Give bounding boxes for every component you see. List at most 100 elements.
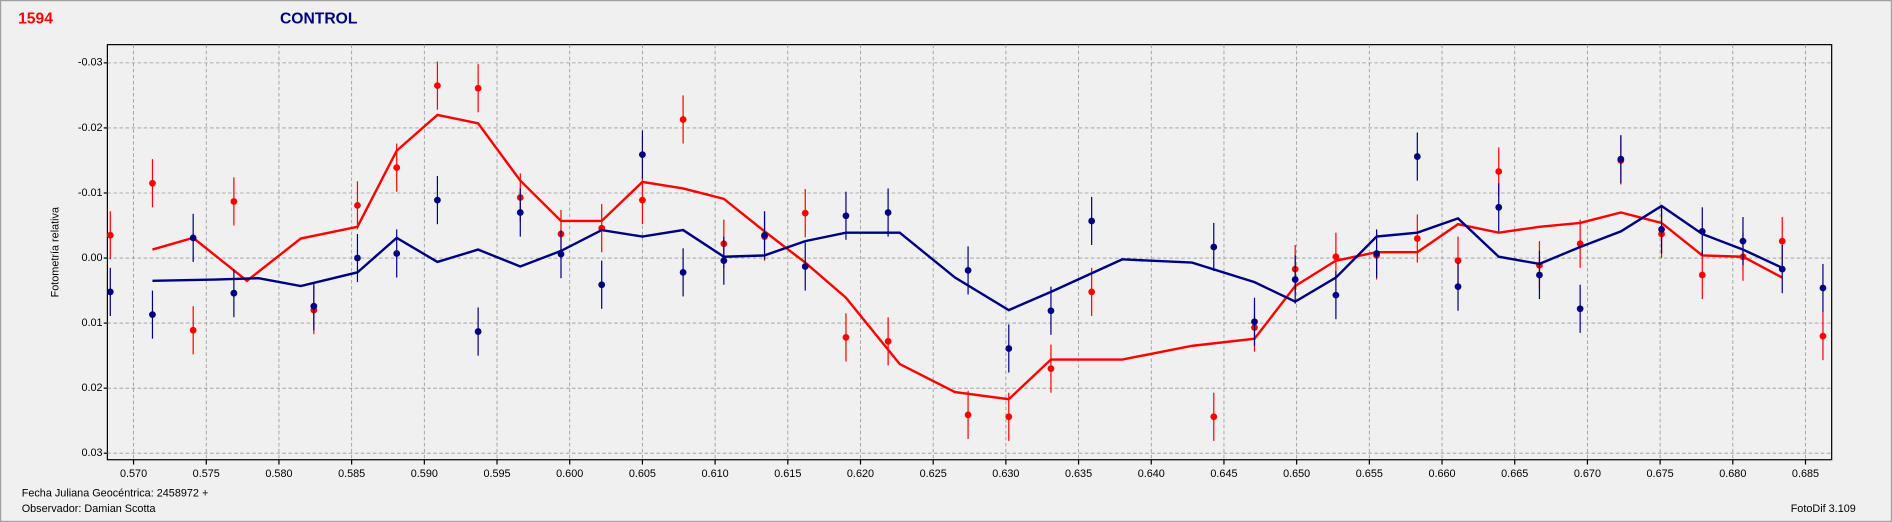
- data-point: [1739, 237, 1747, 245]
- data-point: [639, 151, 646, 158]
- data-point: [354, 254, 361, 262]
- data-point: [964, 411, 972, 419]
- data-point: [1251, 318, 1258, 326]
- x-tick-label: 0.600: [556, 468, 583, 480]
- data-point: [842, 212, 850, 220]
- data-point: [801, 209, 809, 217]
- series-title: CONTROL: [280, 10, 358, 27]
- y-tick-label: 0.00: [81, 252, 102, 264]
- x-tick-label: 0.590: [411, 468, 438, 480]
- data-point: [720, 257, 728, 265]
- data-point: [106, 231, 114, 239]
- data-point: [1819, 284, 1827, 292]
- data-point: [393, 164, 401, 171]
- y-axis-label: Fotometría relativa: [49, 206, 61, 297]
- x-tick-label: 0.635: [1065, 468, 1092, 480]
- data-point: [679, 116, 687, 123]
- x-tick-label: 0.630: [992, 468, 1019, 480]
- data-point: [761, 231, 768, 239]
- x-tick-label: 0.665: [1501, 468, 1528, 480]
- x-tick-label: 0.595: [483, 468, 510, 480]
- data-point: [1005, 345, 1013, 352]
- x-tick-label: 0.645: [1210, 468, 1237, 480]
- data-point: [230, 289, 238, 297]
- x-tick-label: 0.580: [265, 468, 292, 480]
- data-point: [1576, 305, 1584, 313]
- data-point: [1210, 413, 1218, 421]
- data-point: [1698, 271, 1706, 279]
- data-point: [230, 198, 238, 205]
- plot-area: [106, 44, 1833, 461]
- data-point: [1778, 237, 1786, 245]
- data-point: [557, 250, 565, 258]
- trend-line: [152, 113, 1783, 401]
- data-point: [310, 302, 318, 310]
- data-point: [1617, 155, 1625, 163]
- data-point: [884, 337, 892, 345]
- data-point: [474, 328, 482, 335]
- x-tick-label: 0.655: [1356, 468, 1383, 480]
- x-tick-label: 0.680: [1719, 468, 1746, 480]
- y-tick-label: 0.01: [81, 317, 102, 329]
- data-point: [598, 281, 606, 289]
- data-point: [1291, 276, 1299, 283]
- data-point: [393, 250, 401, 257]
- data-point: [1210, 243, 1218, 251]
- x-tick-label: 0.620: [847, 468, 874, 480]
- data-point: [106, 288, 114, 296]
- y-tick-label: -0.03: [78, 57, 103, 69]
- data-point: [801, 263, 809, 270]
- data-point: [1332, 253, 1340, 261]
- data-point: [434, 196, 441, 204]
- data-point: [639, 196, 646, 204]
- footer-text: Observador: Damian Scotta: [22, 503, 157, 515]
- x-tick-label: 0.685: [1792, 468, 1819, 480]
- data-point: [1413, 235, 1421, 242]
- y-tick-label: 0.02: [81, 382, 102, 394]
- x-tick-label: 0.585: [338, 468, 365, 480]
- footer-text: FotoDif 3.109: [1791, 503, 1856, 515]
- data-point: [1088, 217, 1096, 225]
- x-tick-label: 0.650: [1283, 468, 1310, 480]
- data-point: [1047, 307, 1055, 315]
- x-tick-label: 0.660: [1428, 468, 1455, 480]
- data-point: [1454, 283, 1462, 291]
- data-point: [149, 311, 156, 319]
- x-tick-label: 0.640: [1138, 468, 1165, 480]
- data-point: [964, 267, 972, 274]
- data-point: [1088, 288, 1096, 296]
- data-point: [516, 209, 524, 216]
- data-point: [1536, 271, 1543, 279]
- y-tick-label: -0.02: [78, 122, 103, 134]
- x-tick-label: 0.605: [629, 468, 656, 480]
- y-tick-label: -0.01: [78, 187, 103, 199]
- data-point: [1819, 332, 1827, 340]
- data-point: [1332, 291, 1340, 299]
- data-point: [149, 179, 156, 187]
- data-point: [1373, 250, 1380, 257]
- data-point: [474, 84, 482, 92]
- x-tick-label: 0.675: [1647, 468, 1674, 480]
- data-point: [1778, 265, 1786, 273]
- data-point: [434, 82, 441, 90]
- x-tick-label: 0.570: [120, 468, 147, 480]
- data-point: [842, 334, 850, 341]
- data-point: [354, 201, 361, 209]
- data-point: [189, 326, 197, 334]
- x-tick-label: 0.625: [920, 468, 947, 480]
- x-tick-label: 0.610: [702, 468, 729, 480]
- footer-text: Fecha Juliana Geocéntrica: 2458972 +: [22, 487, 209, 499]
- data-point: [189, 234, 197, 242]
- data-point: [1005, 413, 1013, 421]
- data-point: [679, 268, 687, 276]
- data-point: [1495, 168, 1503, 175]
- x-tick-label: 0.670: [1574, 468, 1601, 480]
- x-tick-label: 0.615: [774, 468, 801, 480]
- data-point: [1658, 226, 1665, 233]
- data-point: [1413, 153, 1421, 160]
- data-point: [1047, 365, 1055, 373]
- x-tick-label: 0.575: [193, 468, 220, 480]
- data-point: [884, 209, 892, 216]
- data-point: [1698, 227, 1706, 235]
